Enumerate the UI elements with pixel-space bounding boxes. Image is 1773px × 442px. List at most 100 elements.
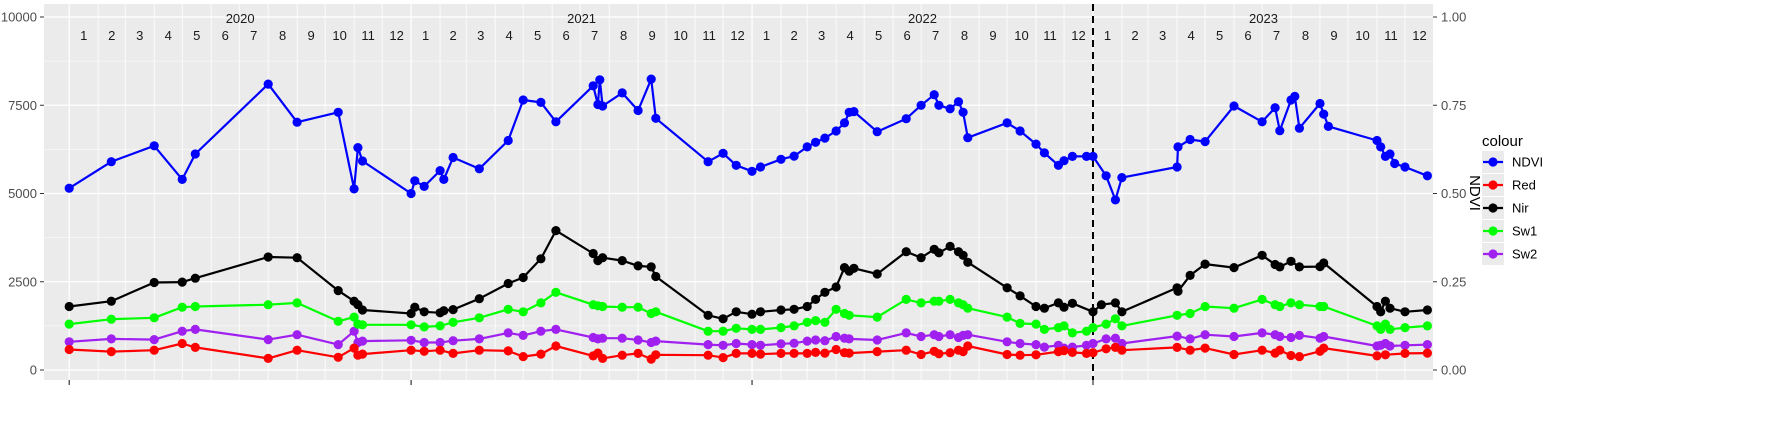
data-point [1385,341,1395,351]
legend-key-point [1488,180,1498,190]
data-point [1067,347,1077,357]
data-point [703,310,713,320]
data-point [1294,300,1304,310]
data-point [844,334,854,344]
data-point [149,313,159,323]
data-point [1294,123,1304,133]
month-label: 1 [80,28,87,43]
data-point [333,286,343,296]
y2-tick-label: 0.00 [1441,363,1466,378]
data-point [1422,348,1432,358]
data-point [536,97,546,107]
data-point [419,181,429,191]
data-point [1117,345,1127,355]
month-label: 1 [763,28,770,43]
data-point [419,307,429,317]
month-label: 9 [1330,28,1337,43]
data-point [1059,321,1069,331]
data-point [503,346,513,356]
data-point [598,301,608,312]
data-point [872,312,882,322]
data-point [1088,323,1098,333]
data-point [1067,328,1077,338]
data-point [1088,348,1098,358]
data-point [731,323,741,333]
data-point [1400,307,1410,317]
data-point [1229,349,1239,360]
data-point [1400,340,1410,350]
data-point [747,324,757,334]
data-point [872,269,882,279]
data-point [1400,323,1410,333]
data-point [820,348,830,358]
data-point [755,162,766,172]
data-point [718,314,728,324]
month-label: 11 [1384,28,1398,43]
legend-item-ndvi: NDVI [1482,151,1543,173]
data-point [263,79,273,89]
data-point [776,305,786,315]
data-point [1270,103,1280,113]
month-label: 12 [730,28,744,43]
y-tick-label: 5000 [8,186,37,201]
month-label: 2 [108,28,115,43]
data-point [1101,319,1111,329]
data-point [963,341,973,351]
month-label: 6 [903,28,910,43]
data-point [1200,330,1210,340]
x-axis [68,380,1094,385]
data-point [435,345,445,355]
legend-key-point [1488,203,1498,213]
data-point [1229,263,1239,273]
data-point [64,301,74,312]
data-point [703,326,713,336]
data-point [1117,173,1127,183]
month-label: 7 [932,28,939,43]
data-point [536,349,546,359]
data-point [945,348,955,358]
data-point [536,326,546,336]
month-label: 10 [1014,28,1028,43]
data-point [595,75,605,85]
data-point [731,307,741,317]
data-point [755,307,766,317]
data-point [1422,305,1432,315]
data-point [551,341,561,351]
data-point [963,330,973,340]
data-point [64,337,74,347]
data-point [934,331,944,342]
data-point [263,300,273,310]
data-point [844,348,854,358]
data-point [1286,332,1296,343]
data-point [1002,312,1012,322]
data-point [1200,301,1210,312]
data-point [263,252,273,262]
data-point [190,149,200,159]
data-point [64,344,74,355]
data-point [1172,162,1182,172]
series-nir [64,226,1432,324]
data-point [617,350,627,360]
data-point [1185,334,1195,344]
data-point [1015,350,1025,360]
data-point [190,324,200,334]
data-point [651,336,661,346]
data-point [1294,330,1304,340]
data-point [820,287,830,297]
data-point [64,183,74,193]
data-point [811,316,821,326]
data-point [474,334,484,344]
data-point [789,304,799,314]
data-point [1110,298,1120,308]
data-point [1039,148,1049,158]
month-label: 11 [702,28,716,43]
y2-axis-title: NDVI [1466,175,1483,211]
data-point [1275,331,1285,342]
month-label: 5 [193,28,200,43]
data-point [1376,307,1386,317]
data-point [439,174,449,184]
y2-tick-label: 0.50 [1441,186,1466,201]
data-point [1385,303,1395,313]
data-point [646,262,656,272]
data-point [598,333,608,343]
